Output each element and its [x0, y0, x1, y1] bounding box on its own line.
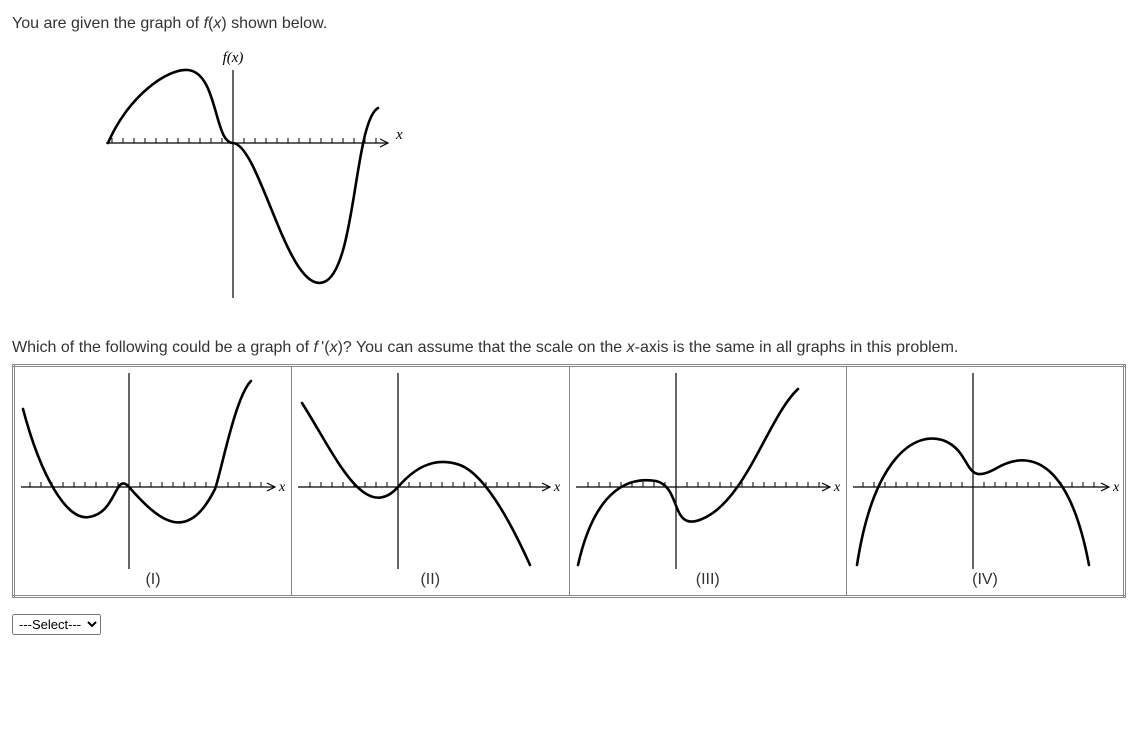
option-graph-1: x — [17, 369, 289, 569]
intro-post: shown below. — [227, 15, 328, 32]
option-label-2: (II) — [420, 571, 440, 589]
svg-text:x: x — [833, 480, 841, 495]
intro-text: You are given the graph of f(x) shown be… — [12, 12, 1129, 36]
option-graph-2: x — [294, 369, 566, 569]
option-cell-2: x (II) — [292, 366, 570, 597]
question-text: Which of the following could be a graph … — [12, 336, 1129, 360]
svg-text:x: x — [278, 480, 286, 495]
q2-pre: Which of the following could be a graph … — [12, 339, 314, 356]
option-label-1: (I) — [145, 571, 160, 589]
option-cell-4: x (IV) — [847, 366, 1125, 597]
options-table: x (I) x (II) x (III) x (IV) — [12, 364, 1126, 598]
answer-select[interactable]: ---Select---(I)(II)(III)(IV) — [12, 614, 101, 635]
main-graph: x f(x) — [88, 44, 1129, 318]
svg-text:x: x — [395, 127, 403, 143]
option-graph-4: x — [849, 369, 1121, 569]
svg-text:f(x): f(x) — [223, 50, 244, 66]
option-cell-1: x (I) — [14, 366, 292, 597]
option-cell-3: x (III) — [569, 366, 847, 597]
q2-xaxis: x — [627, 339, 635, 356]
svg-text:x: x — [553, 480, 561, 495]
q2-after: )? You can assume that the scale on the — [338, 339, 627, 356]
q2-x: x — [330, 339, 338, 356]
q2-prime: '( — [318, 339, 330, 356]
intro-f: f — [204, 15, 208, 32]
option-label-3: (III) — [696, 571, 720, 589]
svg-text:x: x — [1112, 480, 1120, 495]
intro-x: x — [213, 15, 221, 32]
option-label-4: (IV) — [972, 571, 998, 589]
main-graph-svg: x f(x) — [88, 44, 408, 318]
option-graph-3: x — [572, 369, 844, 569]
intro-pre: You are given the graph of — [12, 15, 204, 32]
q2-end: -axis is the same in all graphs in this … — [635, 339, 959, 356]
